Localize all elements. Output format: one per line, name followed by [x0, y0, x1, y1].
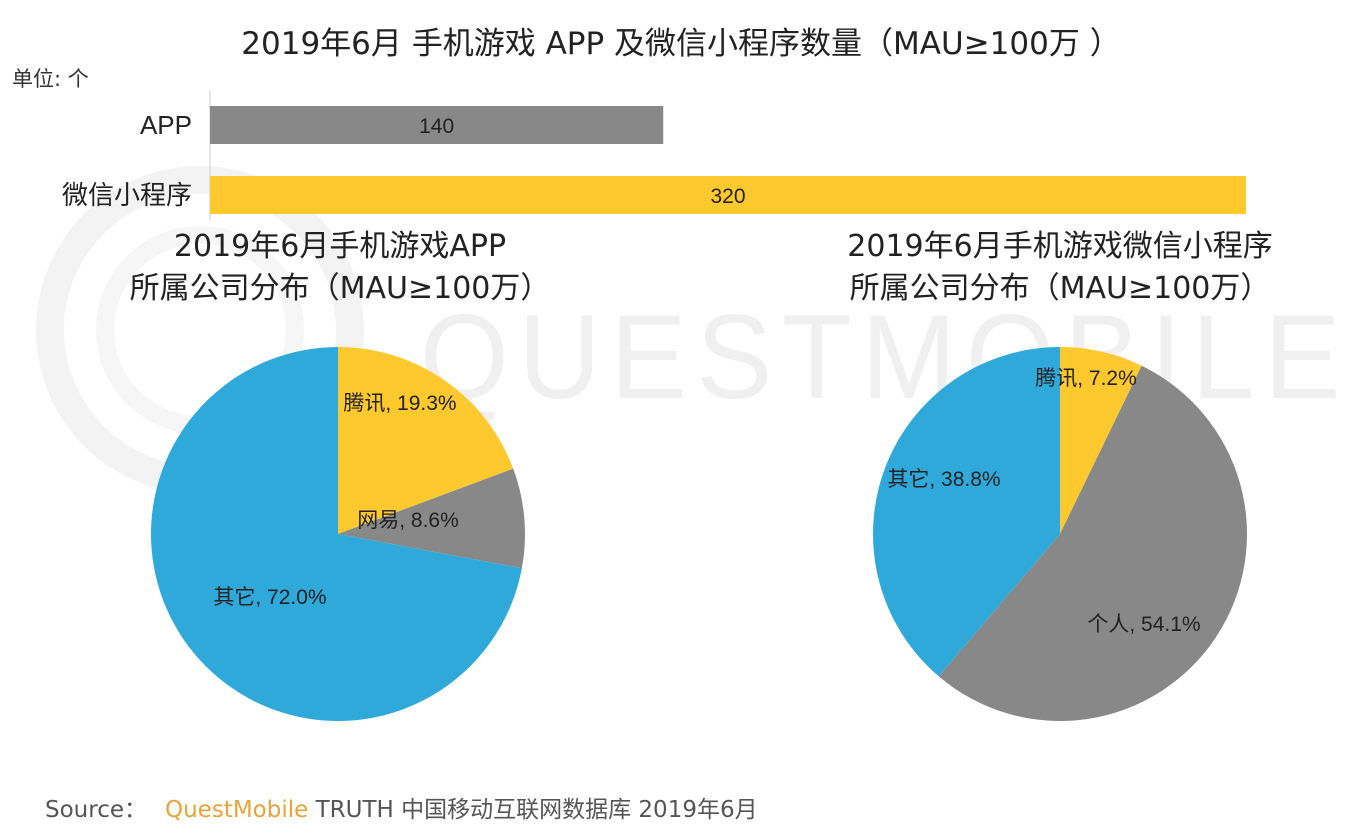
pie-slice-网易 — [338, 468, 525, 569]
pie-label: 个人, 54.1% — [1087, 613, 1200, 636]
pie-slice-其它 — [872, 347, 1060, 677]
pie-label: 其它, 72.0% — [213, 586, 326, 609]
pie-miniprogram-title: 2019年6月手机游戏微信小程序 所属公司分布（MAU≥100万） — [820, 226, 1300, 310]
pie-slice-个人 — [938, 365, 1247, 721]
pie-app: 腾讯, 19.3% 网易, 8.6% 其它, 72.0% — [151, 347, 525, 721]
bar-chart: APP 140 微信小程序 320 — [62, 90, 1246, 220]
pie-miniprogram: 腾讯, 7.2% 个人, 54.1% 其它, 38.8% — [872, 347, 1247, 721]
pie-app-title-line1: 2019年6月手机游戏APP — [173, 229, 507, 264]
bar-miniprogram — [210, 176, 1246, 214]
bar-category-label: APP — [140, 110, 192, 140]
source-footer: Source： QuestMobile TRUTH 中国移动互联网数据库 2019… — [45, 790, 758, 824]
unit-label: 单位: 个 — [12, 67, 89, 91]
bar-value-label: 140 — [419, 115, 454, 138]
bar-category-label: 微信小程序 — [62, 180, 192, 210]
pie-app-title-line2: 所属公司分布（MAU≥100万） — [129, 271, 551, 306]
pie-label: 腾讯, 7.2% — [1035, 367, 1137, 390]
pie-miniprogram-title-line1: 2019年6月手机游戏微信小程序 — [847, 229, 1273, 264]
footer-brand: QuestMobile — [165, 797, 309, 823]
chart-title: 2019年6月 手机游戏 APP 及微信小程序数量（MAU≥100万 ） — [241, 26, 1121, 62]
pie-slice-腾讯 — [1060, 347, 1142, 534]
pie-slice-其它 — [151, 347, 522, 721]
pie-app-title: 2019年6月手机游戏APP 所属公司分布（MAU≥100万） — [100, 226, 580, 310]
footer-prefix: Source： — [45, 797, 147, 823]
bar-app — [210, 106, 664, 144]
pie-slice-腾讯 — [338, 347, 514, 534]
bar-value-label: 320 — [710, 185, 745, 208]
pie-miniprogram-title-line2: 所属公司分布（MAU≥100万） — [849, 271, 1271, 306]
footer-text: TRUTH 中国移动互联网数据库 2019年6月 — [315, 797, 758, 823]
pie-label: 网易, 8.6% — [357, 509, 459, 532]
pie-label: 其它, 38.8% — [887, 468, 1000, 491]
pie-label: 腾讯, 19.3% — [343, 392, 456, 415]
